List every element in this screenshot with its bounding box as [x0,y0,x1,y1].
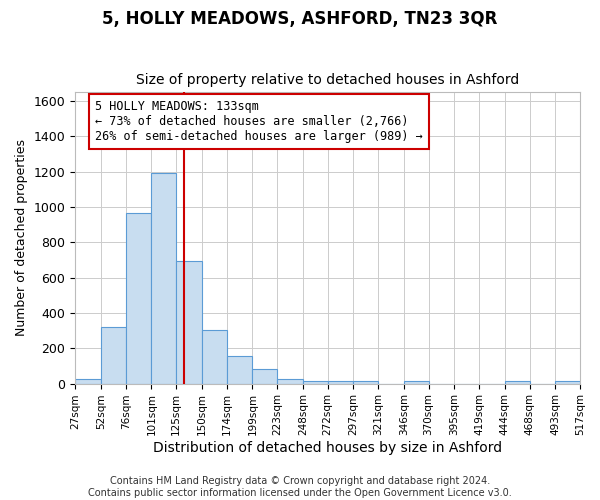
Bar [253,370,277,384]
Bar [505,381,530,384]
Bar [151,172,176,384]
Bar [404,381,428,384]
Text: 5 HOLLY MEADOWS: 133sqm
← 73% of detached houses are smaller (2,766)
26% of semi: 5 HOLLY MEADOWS: 133sqm ← 73% of detache… [95,100,423,142]
Title: Size of property relative to detached houses in Ashford: Size of property relative to detached ho… [136,73,519,87]
Bar [202,330,227,384]
Bar [303,380,328,384]
Bar [125,214,151,384]
Bar [75,379,101,384]
X-axis label: Distribution of detached houses by size in Ashford: Distribution of detached houses by size … [153,441,502,455]
Bar [101,327,125,384]
Bar [328,381,353,384]
Bar [227,356,253,384]
Bar [353,381,378,384]
Y-axis label: Number of detached properties: Number of detached properties [15,140,28,336]
Bar [555,381,580,384]
Text: Contains HM Land Registry data © Crown copyright and database right 2024.
Contai: Contains HM Land Registry data © Crown c… [88,476,512,498]
Text: 5, HOLLY MEADOWS, ASHFORD, TN23 3QR: 5, HOLLY MEADOWS, ASHFORD, TN23 3QR [103,10,497,28]
Bar [176,261,202,384]
Bar [277,379,303,384]
